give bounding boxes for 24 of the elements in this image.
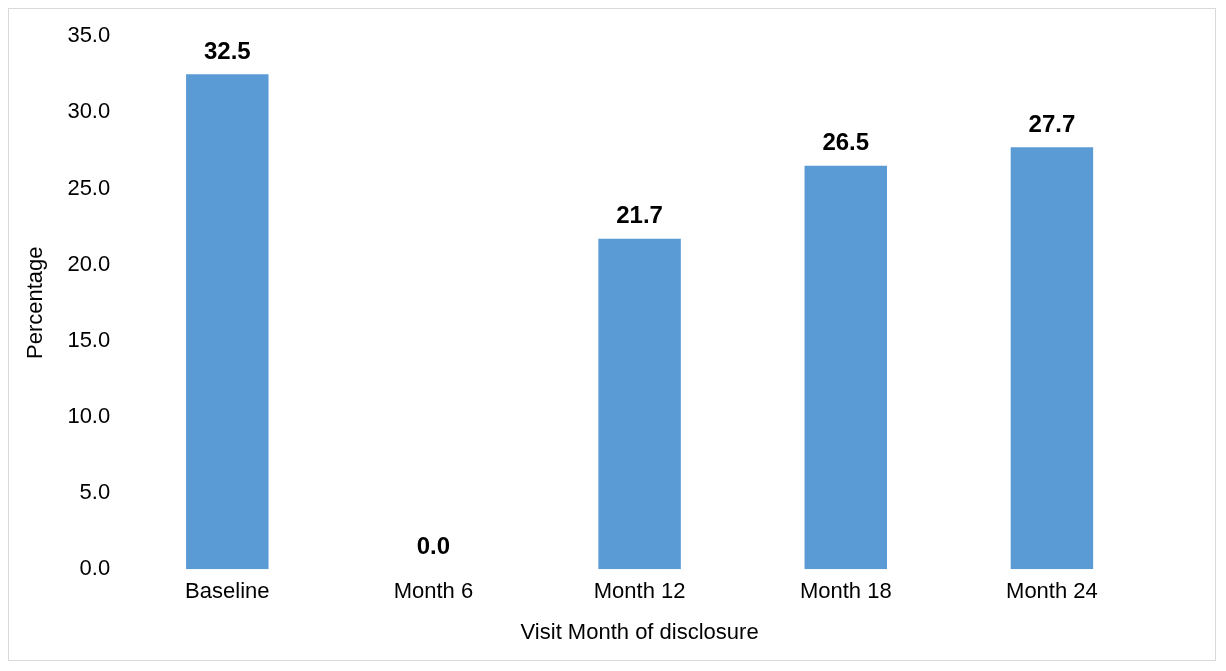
data-label: 0.0 xyxy=(416,531,451,559)
y-tick-label: 5.0 xyxy=(79,479,111,505)
data-label: 32.5 xyxy=(203,36,251,64)
data-label: 21.7 xyxy=(616,201,663,229)
x-tick-label: Month 12 xyxy=(593,578,686,604)
bar xyxy=(598,238,681,570)
x-tick-label: Month 18 xyxy=(799,578,892,604)
bar xyxy=(804,165,887,570)
x-axis-title: Visit Month of disclosure xyxy=(520,618,759,644)
x-tick-label: Month 24 xyxy=(1006,578,1098,604)
data-label: 27.7 xyxy=(1028,109,1076,137)
y-tick-label: 15.0 xyxy=(67,326,111,352)
y-tick-label: 25.0 xyxy=(67,174,111,200)
bar xyxy=(186,74,269,570)
y-tick-label: 30.0 xyxy=(67,98,111,124)
x-tick-label: Month 6 xyxy=(393,578,474,604)
y-tick-label: 0.0 xyxy=(79,555,111,581)
x-tick-label: Baseline xyxy=(185,578,270,604)
y-tick-label: 10.0 xyxy=(67,402,111,428)
data-label: 26.5 xyxy=(822,128,870,156)
y-axis-title: Percentage xyxy=(22,246,48,359)
y-tick-label: 35.0 xyxy=(67,22,111,48)
y-tick-label: 20.0 xyxy=(67,250,111,276)
bar xyxy=(1010,147,1094,570)
